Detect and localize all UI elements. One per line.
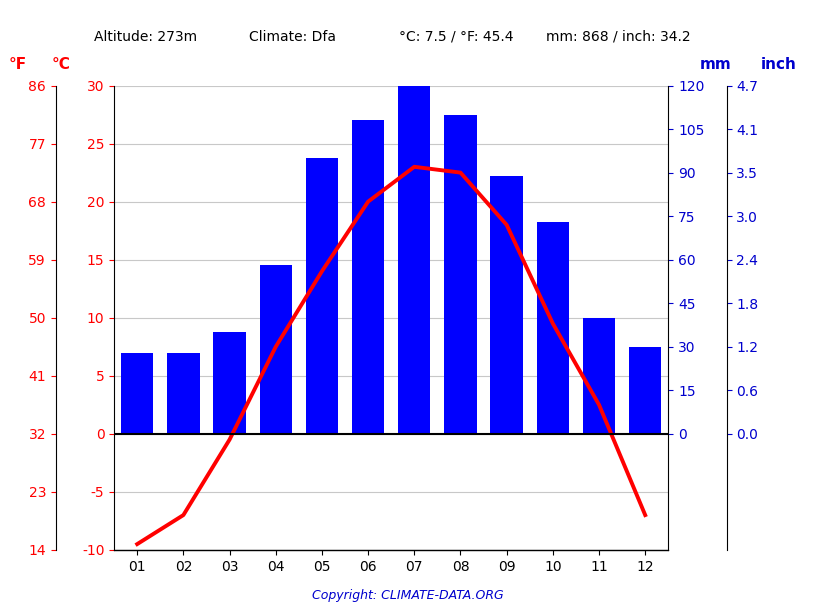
Text: °F: °F xyxy=(9,57,27,71)
Bar xyxy=(167,353,200,434)
Bar xyxy=(352,120,385,434)
Bar xyxy=(214,332,246,434)
Bar xyxy=(583,318,615,434)
Text: °C: 7.5 / °F: 45.4: °C: 7.5 / °F: 45.4 xyxy=(399,30,513,43)
Text: °C: °C xyxy=(51,57,71,71)
Bar xyxy=(259,265,292,434)
Text: Climate: Dfa: Climate: Dfa xyxy=(249,30,336,43)
Text: inch: inch xyxy=(760,57,796,71)
Bar xyxy=(399,86,430,434)
Bar xyxy=(306,158,338,434)
Text: Copyright: CLIMATE-DATA.ORG: Copyright: CLIMATE-DATA.ORG xyxy=(311,589,504,602)
Text: mm: mm xyxy=(700,57,731,71)
Bar xyxy=(629,347,662,434)
Text: mm: 868 / inch: 34.2: mm: 868 / inch: 34.2 xyxy=(546,30,690,43)
Text: Altitude: 273m: Altitude: 273m xyxy=(94,30,197,43)
Bar xyxy=(121,353,153,434)
Bar xyxy=(444,114,477,434)
Bar xyxy=(537,222,569,434)
Bar xyxy=(491,175,523,434)
